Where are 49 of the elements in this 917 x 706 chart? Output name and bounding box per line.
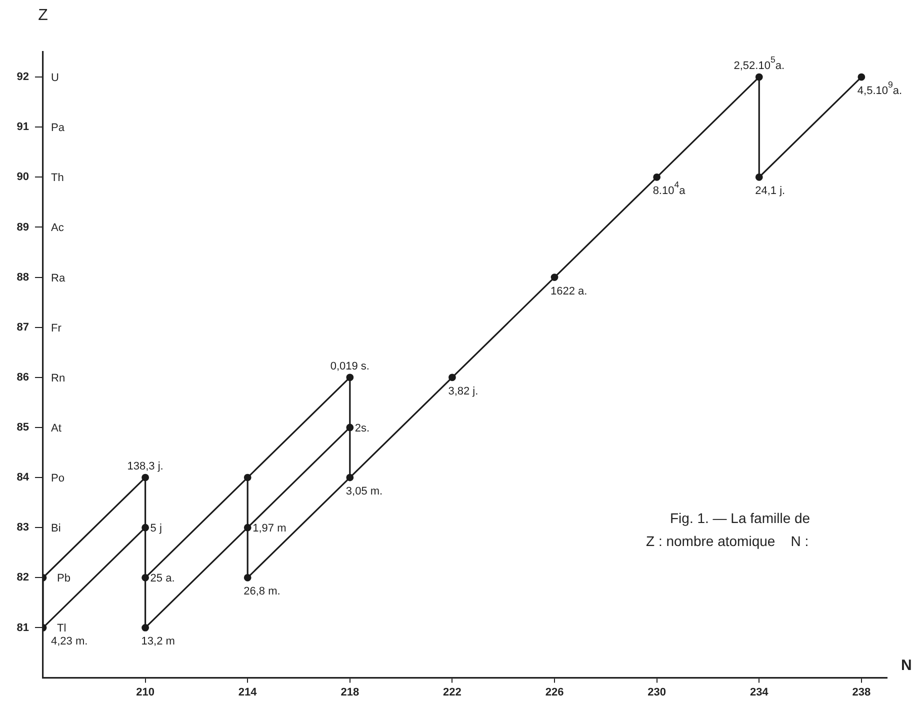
annotation: Fr bbox=[51, 322, 62, 334]
x-tick-label: 230 bbox=[648, 686, 666, 698]
annotation: Ac bbox=[51, 222, 64, 234]
annotation: 4,23 m. bbox=[51, 636, 88, 648]
y-tick-label: 92 bbox=[16, 71, 29, 84]
y-tick-label: 89 bbox=[16, 221, 29, 234]
x-tick-label: 218 bbox=[340, 686, 360, 698]
annotation: Po bbox=[51, 472, 64, 485]
annotation: Rn bbox=[51, 372, 66, 384]
annotation: Z : nombre atomique N : bbox=[646, 533, 809, 549]
annotation: 1622 a. bbox=[550, 285, 588, 298]
annotation: Pb bbox=[57, 572, 70, 585]
y-axis-title: Z bbox=[38, 7, 48, 24]
annotation: Fig. 1. — La famille de bbox=[670, 510, 810, 526]
y-tick-label: 85 bbox=[16, 422, 29, 434]
annotation: 25 a. bbox=[150, 572, 175, 585]
x-tick-label: 226 bbox=[545, 686, 564, 698]
x-tick-label: 222 bbox=[443, 686, 462, 698]
x-axis-title: N bbox=[901, 656, 912, 674]
y-tick-label: 88 bbox=[16, 271, 29, 284]
y-tick-label: 83 bbox=[16, 522, 29, 534]
x-tick-label: 238 bbox=[852, 686, 871, 698]
x-tick-label: 234 bbox=[750, 686, 770, 698]
annotation: Bi bbox=[51, 522, 61, 535]
annotation: 24,1 j. bbox=[755, 185, 786, 198]
y-tick-label: 84 bbox=[16, 472, 30, 484]
y-tick-label: 90 bbox=[16, 171, 29, 184]
annotation: 1,97 m bbox=[252, 522, 286, 535]
y-tick-label: 87 bbox=[16, 321, 29, 334]
annotation: Pa bbox=[51, 122, 66, 134]
annotation: U bbox=[51, 72, 59, 84]
annotation: Ra bbox=[51, 272, 66, 284]
annotation: 0,019 s. bbox=[330, 360, 370, 372]
annotation: 3,05 m. bbox=[346, 486, 383, 498]
annotation: 3,82 j. bbox=[448, 385, 478, 398]
annotation: 26,8 m. bbox=[244, 586, 280, 598]
annotation: At bbox=[51, 422, 62, 434]
y-tick-label: 82 bbox=[16, 572, 29, 584]
annotation: Tl bbox=[57, 622, 66, 635]
annotation: 5 j bbox=[150, 522, 162, 535]
x-tick-label: 214 bbox=[238, 686, 258, 698]
annotation: 138,3 j. bbox=[127, 460, 164, 473]
y-tick-label: 81 bbox=[16, 622, 29, 634]
annotation: 2s. bbox=[354, 422, 370, 434]
x-tick-label: 210 bbox=[136, 686, 154, 698]
annotation: Th bbox=[51, 172, 64, 184]
y-tick-label: 86 bbox=[16, 371, 29, 384]
annotation: 13,2 m bbox=[141, 636, 175, 648]
y-tick-label: 91 bbox=[16, 121, 29, 134]
